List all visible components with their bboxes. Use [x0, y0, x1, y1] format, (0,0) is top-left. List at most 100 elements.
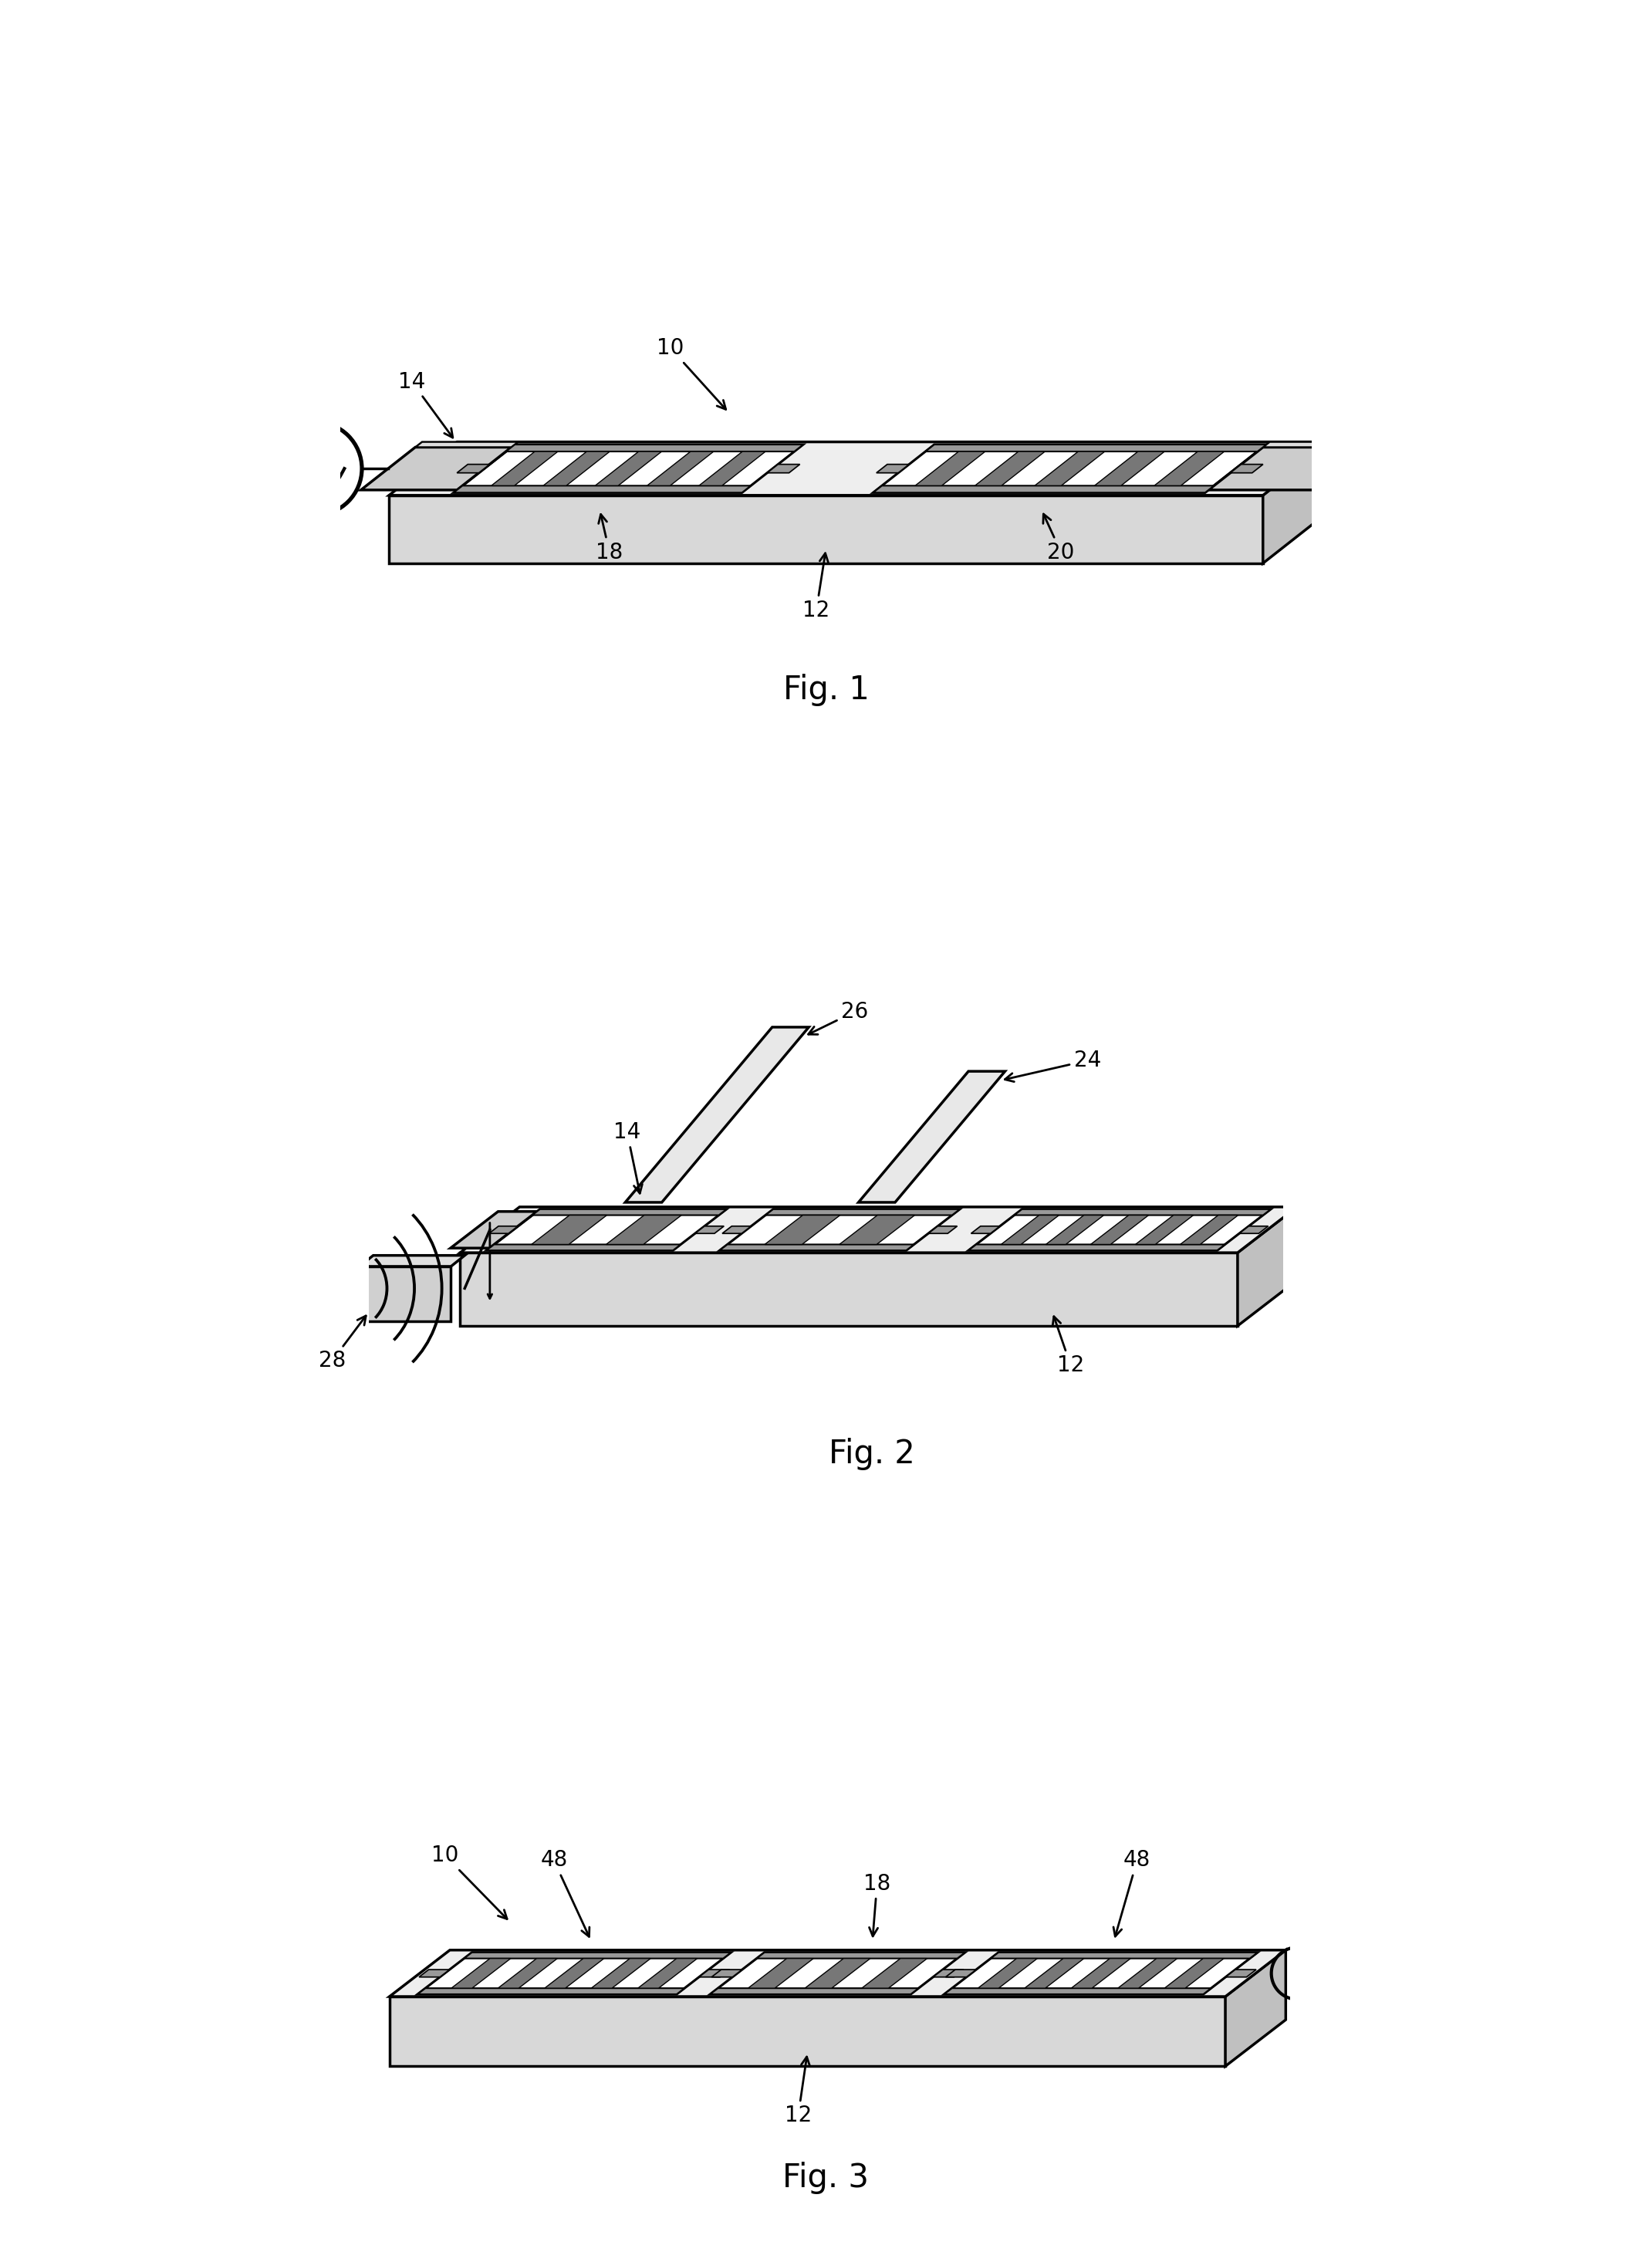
- Polygon shape: [765, 1209, 960, 1216]
- Polygon shape: [648, 450, 714, 486]
- Polygon shape: [418, 1989, 684, 1995]
- Polygon shape: [695, 1225, 724, 1234]
- Polygon shape: [1226, 1950, 1285, 2067]
- Polygon shape: [1165, 1959, 1224, 1989]
- Polygon shape: [710, 1989, 919, 1995]
- Polygon shape: [451, 1212, 537, 1248]
- Polygon shape: [765, 1216, 841, 1245]
- Text: 18: 18: [864, 1874, 890, 1937]
- Text: Fig. 3: Fig. 3: [783, 2162, 869, 2193]
- Polygon shape: [420, 1970, 449, 1977]
- Text: 48: 48: [1113, 1849, 1151, 1937]
- Polygon shape: [390, 1950, 1285, 1998]
- Polygon shape: [805, 1959, 871, 1989]
- Polygon shape: [491, 450, 558, 486]
- Polygon shape: [360, 1254, 464, 1266]
- Polygon shape: [1226, 1970, 1256, 1977]
- Polygon shape: [486, 1245, 681, 1250]
- Polygon shape: [767, 464, 800, 473]
- Text: Fig. 1: Fig. 1: [783, 673, 869, 707]
- Text: 14: 14: [613, 1121, 643, 1194]
- Text: 48: 48: [540, 1849, 590, 1937]
- Polygon shape: [532, 1216, 606, 1245]
- Polygon shape: [945, 1952, 1257, 1995]
- Polygon shape: [545, 1959, 605, 1989]
- Text: 10: 10: [431, 1844, 507, 1919]
- Polygon shape: [638, 1959, 697, 1989]
- Polygon shape: [968, 1209, 1270, 1250]
- Polygon shape: [506, 444, 803, 450]
- Polygon shape: [497, 1959, 557, 1989]
- Polygon shape: [390, 495, 1262, 563]
- Polygon shape: [1046, 1216, 1104, 1245]
- Polygon shape: [415, 441, 519, 448]
- Polygon shape: [720, 1245, 914, 1250]
- Polygon shape: [360, 448, 512, 491]
- Polygon shape: [928, 1225, 957, 1234]
- Text: 24: 24: [1004, 1049, 1100, 1081]
- Polygon shape: [624, 1027, 809, 1203]
- Text: 12: 12: [785, 2056, 811, 2126]
- Polygon shape: [699, 450, 765, 486]
- Polygon shape: [390, 1998, 1226, 2067]
- Polygon shape: [454, 444, 803, 493]
- Polygon shape: [722, 1225, 752, 1234]
- Polygon shape: [925, 444, 1267, 450]
- Polygon shape: [390, 441, 1332, 495]
- Polygon shape: [699, 1970, 730, 1977]
- Polygon shape: [933, 1970, 963, 1977]
- Polygon shape: [360, 1266, 451, 1322]
- Text: 12: 12: [1052, 1317, 1084, 1376]
- Polygon shape: [862, 1959, 927, 1989]
- Polygon shape: [1135, 1216, 1193, 1245]
- Polygon shape: [1262, 441, 1332, 563]
- Polygon shape: [1262, 441, 1393, 448]
- Polygon shape: [712, 1970, 742, 1977]
- Polygon shape: [532, 1209, 727, 1216]
- Polygon shape: [1001, 1216, 1059, 1245]
- Polygon shape: [1338, 453, 1465, 484]
- Polygon shape: [757, 1952, 965, 1959]
- Polygon shape: [968, 1245, 1226, 1250]
- Polygon shape: [945, 1989, 1211, 1995]
- Polygon shape: [461, 1252, 1237, 1326]
- Polygon shape: [1180, 1216, 1237, 1245]
- Polygon shape: [1070, 1959, 1130, 1989]
- Polygon shape: [915, 450, 985, 486]
- Polygon shape: [1231, 464, 1264, 473]
- Polygon shape: [874, 486, 1214, 493]
- Polygon shape: [1155, 450, 1224, 486]
- Polygon shape: [945, 1970, 976, 1977]
- Polygon shape: [595, 450, 662, 486]
- Polygon shape: [877, 464, 909, 473]
- Text: Fig. 2: Fig. 2: [829, 1437, 915, 1471]
- Polygon shape: [859, 1072, 1004, 1203]
- Text: 28: 28: [319, 1315, 367, 1371]
- Text: 18: 18: [596, 513, 623, 563]
- Polygon shape: [1239, 1225, 1269, 1234]
- Polygon shape: [978, 1959, 1037, 1989]
- Polygon shape: [1014, 1209, 1270, 1216]
- Text: 14: 14: [398, 372, 453, 437]
- Text: 26: 26: [808, 1002, 869, 1034]
- Polygon shape: [461, 1207, 1297, 1252]
- Polygon shape: [454, 486, 752, 493]
- Polygon shape: [1024, 1959, 1084, 1989]
- Polygon shape: [874, 444, 1267, 493]
- Polygon shape: [1095, 450, 1165, 486]
- Polygon shape: [489, 1225, 519, 1234]
- Text: 12: 12: [803, 554, 829, 622]
- Polygon shape: [544, 450, 610, 486]
- Polygon shape: [1237, 1207, 1297, 1326]
- Text: 10: 10: [657, 338, 725, 410]
- Polygon shape: [1118, 1959, 1178, 1989]
- Polygon shape: [606, 1216, 682, 1245]
- Polygon shape: [1034, 450, 1105, 486]
- Polygon shape: [971, 1225, 999, 1234]
- Polygon shape: [464, 1952, 732, 1959]
- Polygon shape: [1209, 448, 1386, 491]
- Polygon shape: [451, 1959, 510, 1989]
- Polygon shape: [991, 1952, 1257, 1959]
- Polygon shape: [748, 1959, 813, 1989]
- Polygon shape: [486, 1209, 727, 1250]
